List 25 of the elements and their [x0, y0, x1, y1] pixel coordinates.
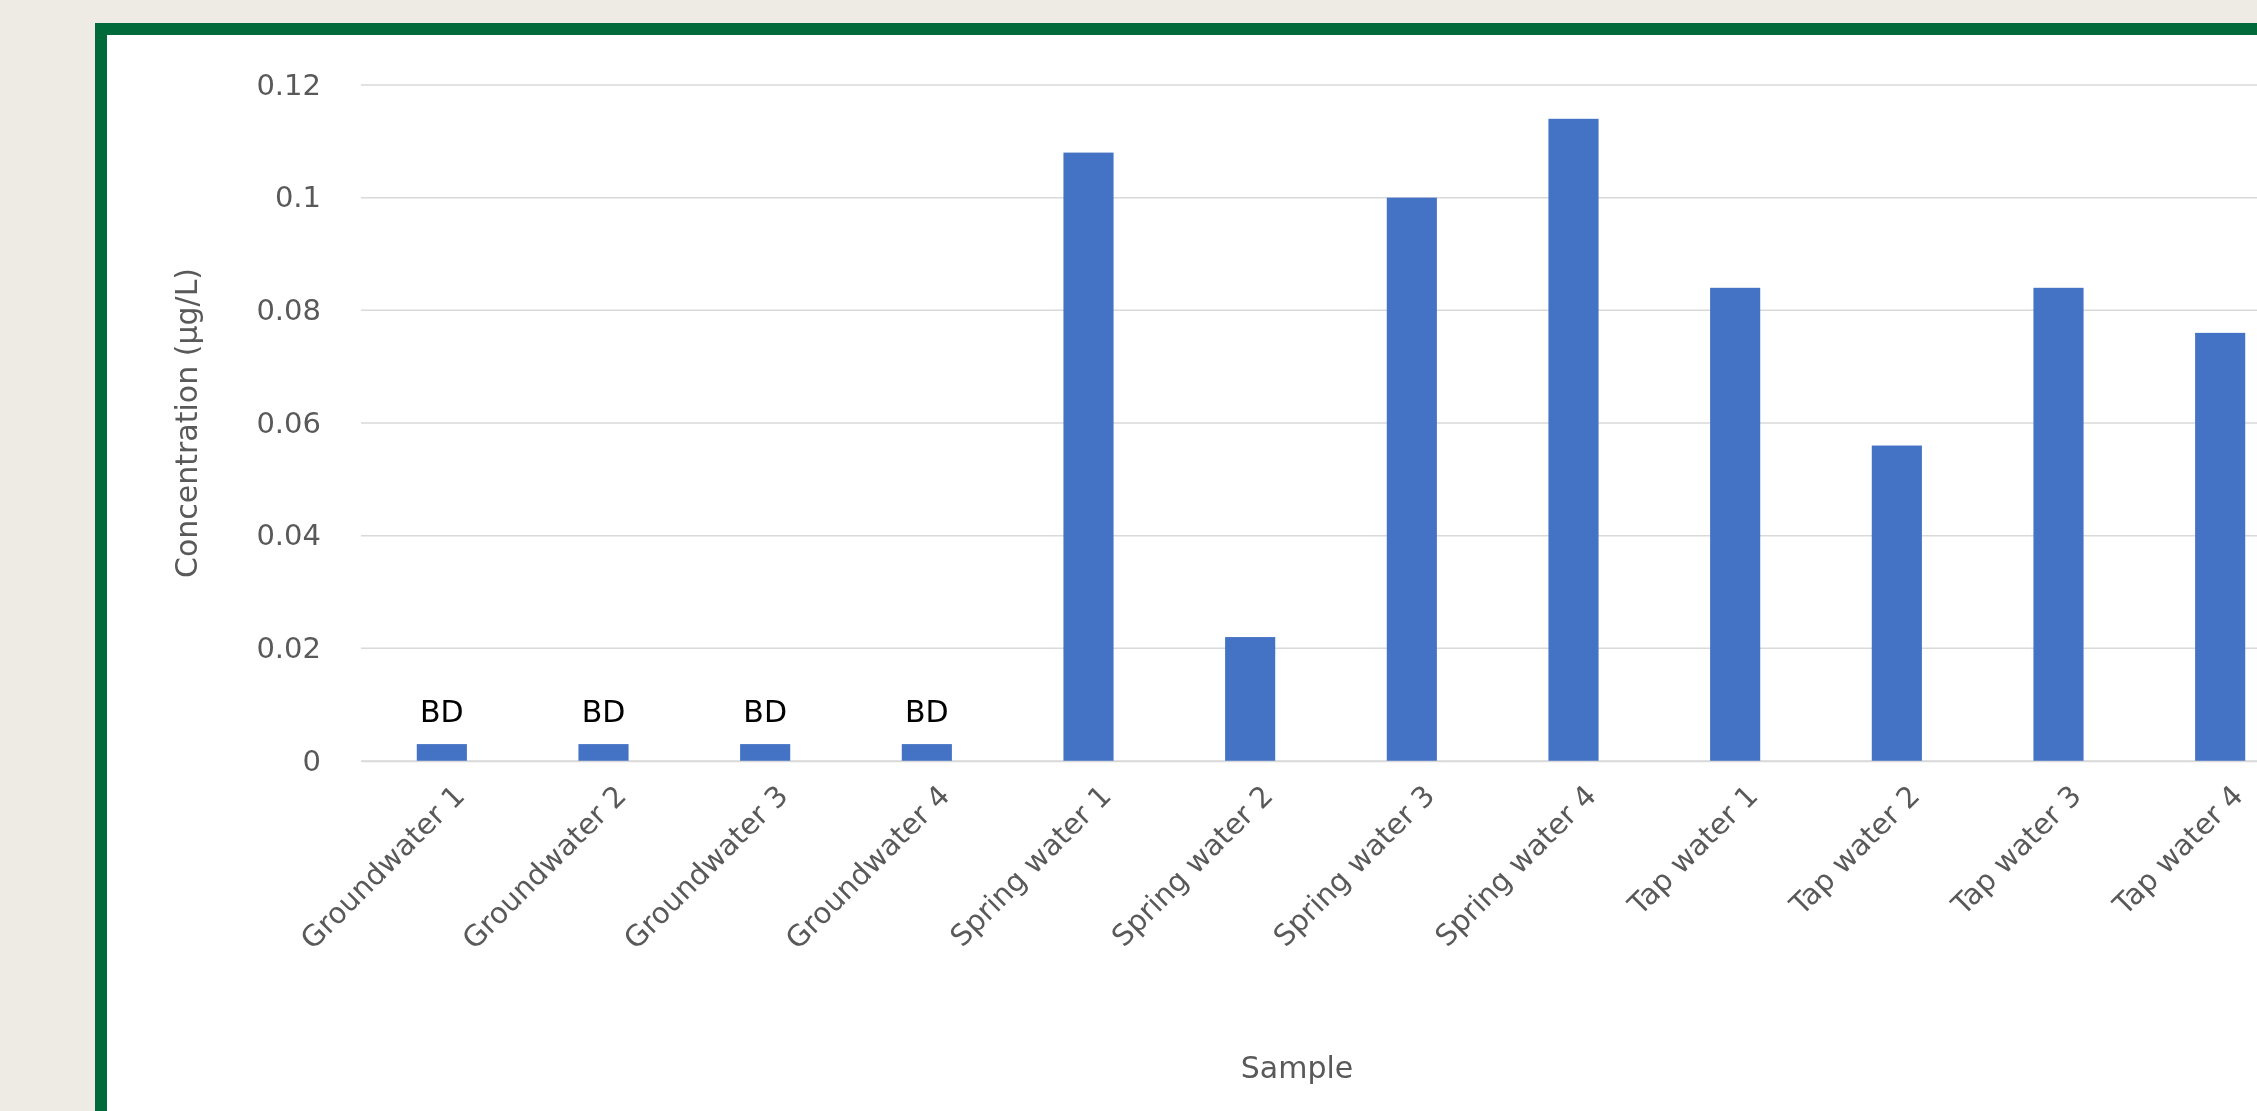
bar — [2033, 287, 2084, 761]
bar — [740, 744, 791, 761]
bar — [1063, 152, 1114, 761]
y-tick-label: 0.02 — [256, 631, 321, 666]
bar — [578, 744, 629, 761]
y-tick-label: 0.12 — [256, 67, 321, 102]
y-tick-label: 0.1 — [274, 180, 321, 215]
bar — [1871, 445, 1922, 761]
bar — [1548, 118, 1599, 761]
bar — [901, 744, 952, 761]
annotation: BD — [419, 694, 464, 730]
bar — [1710, 287, 1761, 761]
y-tick-label: 0.08 — [256, 293, 321, 328]
bar — [1386, 197, 1437, 761]
y-tick-label: 0.06 — [256, 405, 321, 440]
x-axis-title: Sample — [1240, 1050, 1354, 1085]
annotation: BD — [581, 694, 626, 730]
annotation: BD — [743, 694, 788, 730]
y-tick-label: 0.04 — [256, 518, 321, 553]
y-tick-label: 0 — [302, 743, 321, 778]
bar — [2195, 332, 2246, 761]
bar — [1225, 637, 1276, 761]
y-axis-title: Concentration (µg/L) — [169, 267, 204, 579]
bar — [416, 744, 467, 761]
annotation: BD — [904, 694, 949, 730]
